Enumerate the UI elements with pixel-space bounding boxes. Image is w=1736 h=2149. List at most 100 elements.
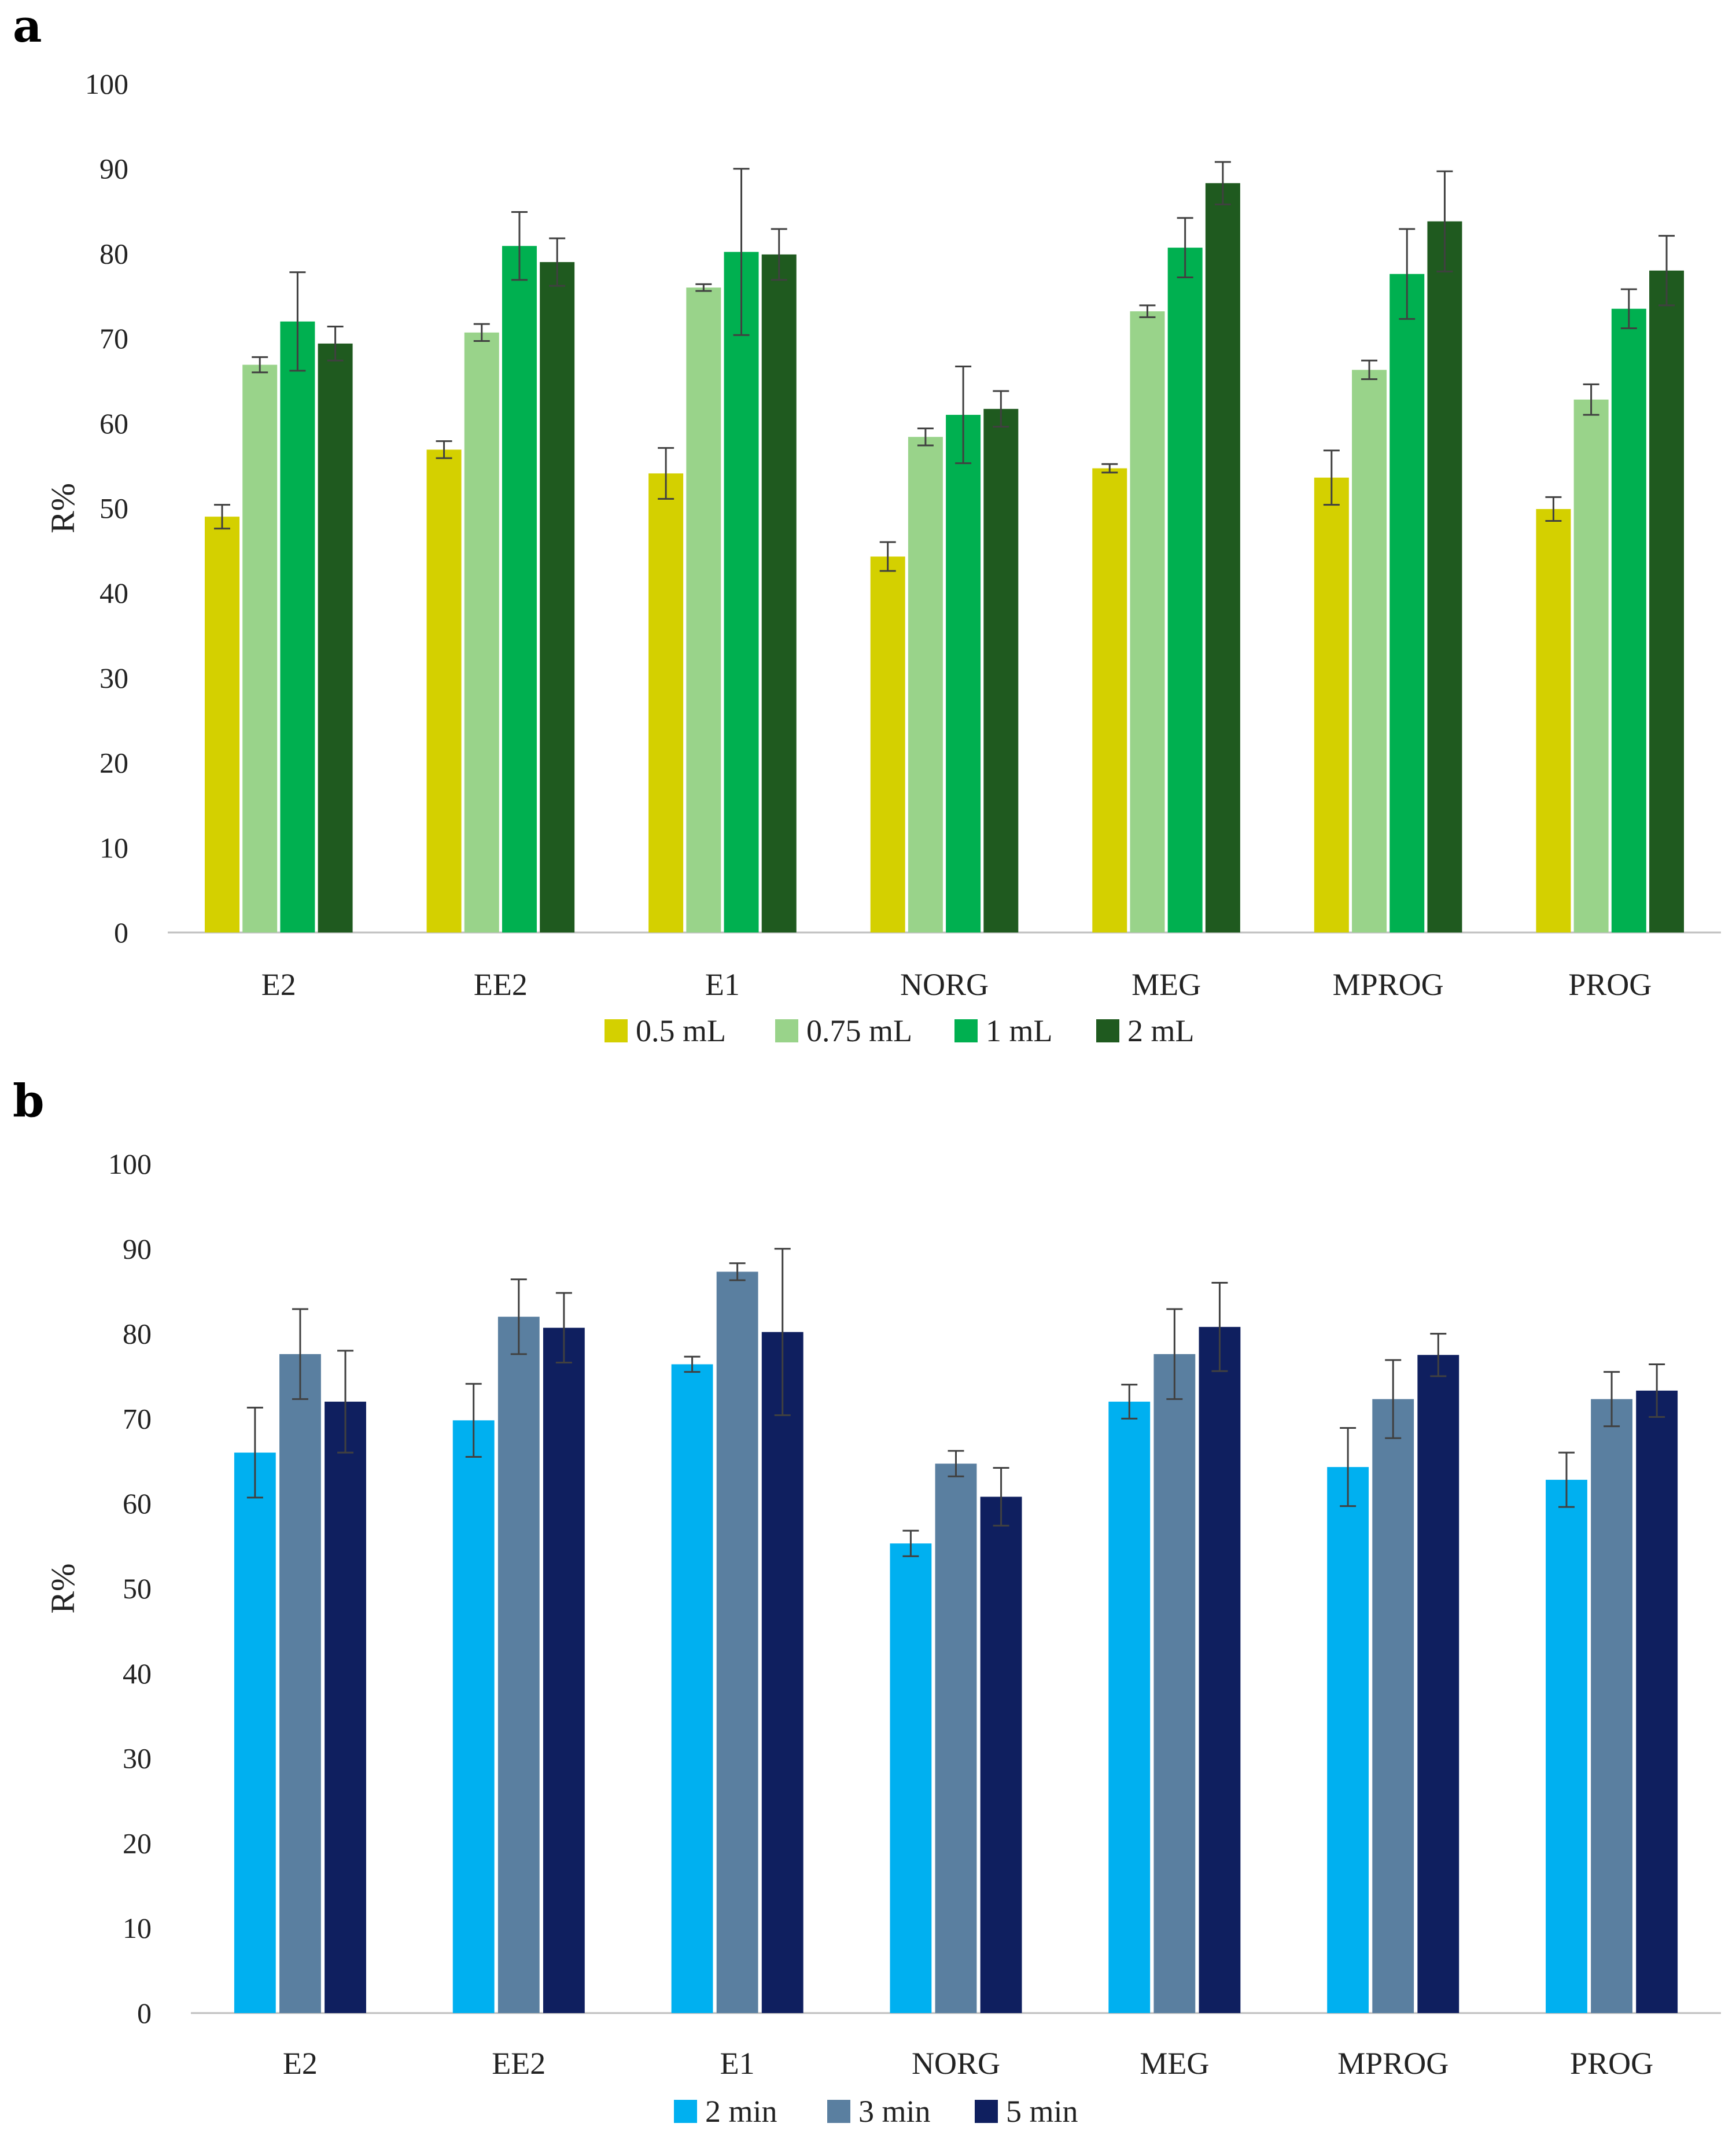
y-tick-label: 70: [123, 1402, 152, 1435]
panel-b: b R% 0 10 20 30 40 50 60 70 80 90 100 E2 EE2 E1 NORG MEG M…: [13, 1075, 1721, 2129]
bar: [204, 517, 239, 932]
y-tick-label: 0: [114, 916, 128, 949]
bar: [1327, 1467, 1369, 2013]
legend-label: 2 mL: [1127, 1013, 1195, 1048]
bar: [318, 343, 353, 932]
bar: [452, 1420, 495, 2013]
category-label: E2: [283, 2046, 318, 2081]
bar: [1536, 508, 1571, 932]
legend-swatch: [775, 1019, 798, 1042]
legend-label: 1 mL: [986, 1013, 1053, 1048]
bar: [1199, 1326, 1241, 2013]
bar: [1417, 1355, 1459, 2013]
y-tick-label: 90: [123, 1233, 152, 1265]
category-label: E1: [705, 967, 740, 1002]
y-tick-label: 50: [99, 492, 128, 525]
bar: [280, 321, 315, 932]
bar: [1092, 468, 1127, 932]
legend-swatch: [954, 1019, 978, 1042]
bar: [908, 437, 943, 932]
category-label: MEG: [1140, 2046, 1209, 2081]
bar: [1372, 1399, 1414, 2013]
y-tick-label: 100: [108, 1148, 152, 1180]
bar: [1153, 1354, 1196, 2013]
bar: [1130, 311, 1165, 932]
bar: [1314, 477, 1349, 932]
bar: [870, 556, 905, 932]
bar: [724, 252, 759, 932]
legend-label: 0.5 mL: [636, 1013, 726, 1048]
category-label: NORG: [912, 2046, 1000, 2081]
bar: [648, 473, 684, 932]
bar: [1108, 1402, 1151, 2013]
y-tick-label: 10: [99, 831, 128, 864]
category-label: EE2: [492, 2046, 546, 2081]
bar: [890, 1543, 932, 2013]
legend-swatch: [674, 2100, 697, 2123]
bar: [935, 1464, 977, 2013]
bar: [671, 1364, 713, 2013]
category-label: E2: [261, 967, 296, 1002]
legend-swatch: [975, 2100, 998, 2123]
y-tick-label: 70: [99, 322, 128, 355]
bar: [980, 1496, 1022, 2013]
panel-label: b: [13, 1075, 45, 1127]
panel-label: a: [13, 0, 42, 53]
y-tick-label: 90: [99, 153, 128, 185]
category-label: NORG: [900, 967, 989, 1002]
legend-label: 5 min: [1006, 2094, 1078, 2129]
bar: [946, 415, 981, 932]
bar: [1573, 399, 1609, 932]
category-label: PROG: [1568, 967, 1652, 1002]
bar: [686, 287, 721, 933]
y-tick-label: 80: [99, 237, 128, 270]
bar: [1611, 308, 1646, 932]
bar: [1636, 1390, 1678, 2013]
y-axis-label: R%: [44, 483, 82, 533]
bar: [242, 364, 278, 932]
legend-swatch: [1096, 1019, 1119, 1042]
y-tick-label: 40: [123, 1657, 152, 1690]
y-tick-label: 20: [123, 1827, 152, 1859]
y-tick-label: 30: [99, 662, 128, 694]
panel-a: a R% 0 10 20 30 40 50 60 70 80 90 100 E2 EE2 E1 NORG MEG M…: [13, 0, 1721, 1048]
y-tick-label: 30: [123, 1742, 152, 1775]
legend-swatch: [605, 1019, 628, 1042]
bar: [497, 1317, 540, 2013]
bar: [1591, 1399, 1632, 2013]
category-label: MPROG: [1337, 2046, 1448, 2081]
y-tick-label: 100: [85, 68, 128, 100]
legend-swatch: [827, 2100, 850, 2123]
bar: [502, 246, 537, 932]
y-tick-label: 0: [137, 1997, 152, 2029]
y-tick-label: 50: [123, 1572, 152, 1605]
bar: [761, 254, 797, 933]
category-label: E1: [720, 2046, 755, 2081]
category-label: EE2: [474, 967, 528, 1002]
y-tick-label: 80: [123, 1318, 152, 1350]
category-label: MEG: [1131, 967, 1201, 1002]
bar: [1205, 183, 1240, 932]
y-tick-label: 60: [123, 1487, 152, 1520]
bar: [1427, 221, 1462, 932]
bar: [540, 262, 575, 932]
bar: [1649, 270, 1685, 932]
bar: [279, 1354, 321, 2013]
bar: [464, 332, 499, 932]
bar: [1389, 274, 1425, 932]
bar: [983, 408, 1019, 932]
y-tick-label: 40: [99, 577, 128, 609]
bar: [761, 1332, 804, 2013]
y-tick-label: 20: [99, 747, 128, 779]
y-axis-label: R%: [44, 1564, 82, 1614]
bar: [1167, 248, 1203, 933]
legend-label: 2 min: [705, 2094, 777, 2129]
bar: [1546, 1480, 1587, 2013]
bar: [543, 1328, 585, 2013]
y-tick-label: 10: [123, 1912, 152, 1944]
legend-label: 3 min: [858, 2094, 931, 2129]
y-tick-label: 60: [99, 407, 128, 440]
bar: [1352, 370, 1387, 932]
bar: [325, 1402, 366, 2013]
